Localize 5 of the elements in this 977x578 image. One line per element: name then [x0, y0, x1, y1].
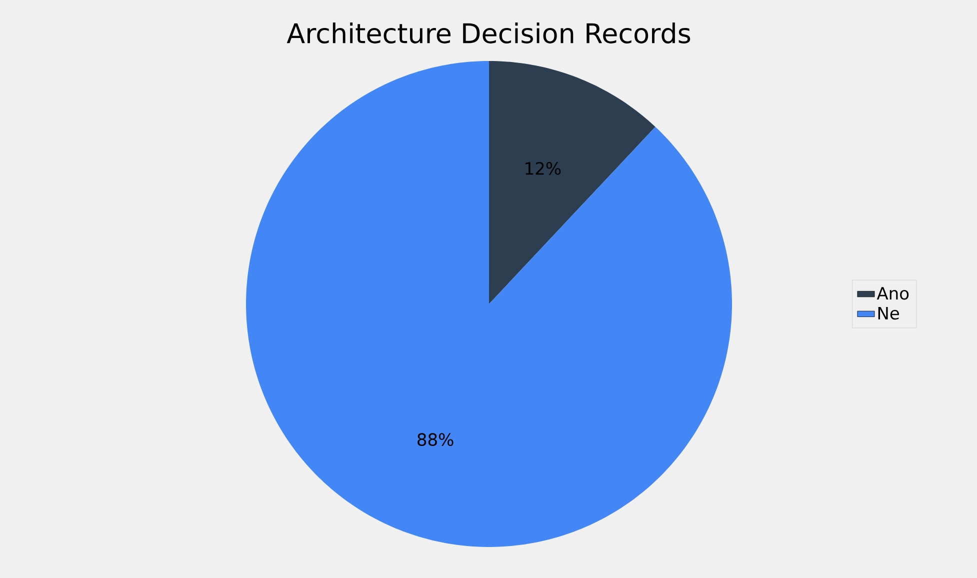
data-label: 12%: [526, 162, 561, 175]
chart-title: Architecture Decision Records: [286, 22, 690, 44]
data-label: 88%: [418, 433, 454, 446]
legend-label: Ano: [876, 287, 909, 300]
legend-label: Ne: [878, 306, 899, 320]
